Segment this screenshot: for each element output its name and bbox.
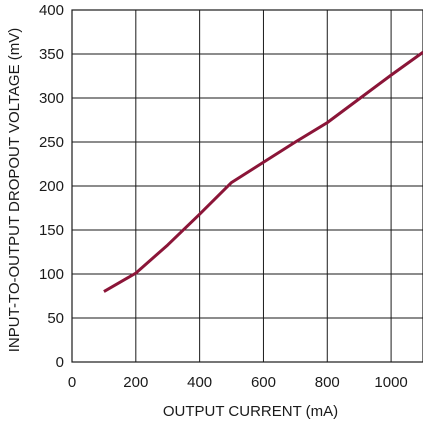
y-tick-label: 0 — [56, 354, 64, 371]
x-tick-label: 600 — [251, 374, 276, 391]
y-tick-label: 300 — [39, 90, 64, 107]
x-tick-label: 0 — [68, 374, 76, 391]
x-tick-label: 200 — [123, 374, 148, 391]
y-tick-label: 350 — [39, 46, 64, 63]
y-tick-label: 250 — [39, 134, 64, 151]
x-tick-labels: 0 200 400 600 800 1000 — [68, 374, 408, 391]
y-tick-label: 400 — [39, 2, 64, 19]
plot-area — [71, 9, 423, 363]
y-tick-label: 200 — [39, 178, 64, 195]
y-tick-label: 50 — [47, 310, 64, 327]
x-tick-label: 400 — [187, 374, 212, 391]
y-axis-label: INPUT-TO-OUTPUT DROPOUT VOLTAGE (mV) — [6, 28, 23, 352]
grid — [72, 10, 423, 362]
series-group — [103, 51, 423, 293]
y-tick-label: 100 — [39, 266, 64, 283]
x-tick-label: 1000 — [374, 374, 407, 391]
y-tick-label: 150 — [39, 222, 64, 239]
series-line-0 — [103, 51, 423, 293]
x-tick-label: 800 — [315, 374, 340, 391]
y-tick-labels: 0 50 100 150 200 250 300 350 400 — [39, 2, 64, 371]
x-axis-label: OUTPUT CURRENT (mA) — [163, 403, 338, 420]
